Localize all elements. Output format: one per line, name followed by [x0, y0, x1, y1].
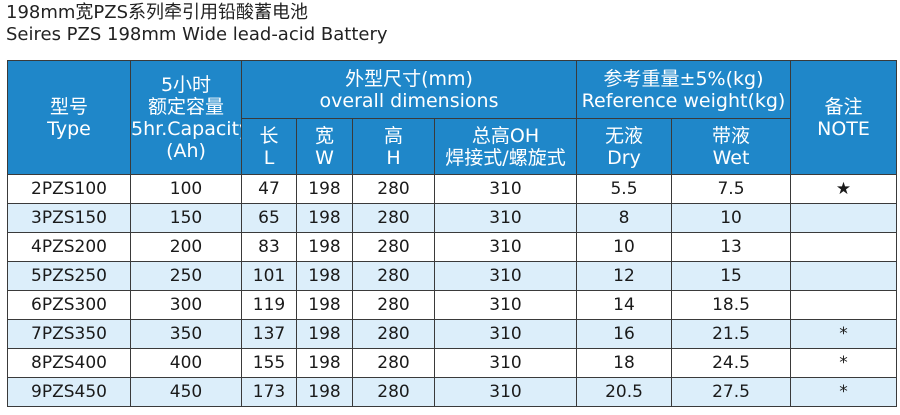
cell-width: 198 [296, 203, 353, 233]
cell-width: 198 [296, 290, 353, 320]
cell-length: 137 [241, 319, 297, 349]
table-row: 8PZS400 400 155 198 280 310 18 24.5 * [7, 348, 898, 378]
cell-length: 173 [241, 377, 297, 407]
table-body: 2PZS100 100 47 198 280 310 5.5 7.5 ★ 3PZ… [7, 174, 898, 407]
cell-height: 280 [352, 319, 435, 349]
cell-length: 101 [241, 261, 297, 291]
cell-length: 83 [241, 232, 297, 262]
cell-note [790, 232, 898, 262]
cell-wet-weight: 10 [670, 203, 792, 233]
header-type: 型号 Type [7, 60, 131, 175]
cell-dry-weight: 5.5 [576, 174, 672, 204]
table-row: 6PZS300 300 119 198 280 310 14 18.5 [7, 290, 898, 320]
cell-type: 7PZS350 [7, 319, 131, 349]
title-chinese: 198mm宽PZS系列牵引用铅酸蓄电池 [6, 2, 309, 23]
cell-type: 2PZS100 [7, 174, 131, 204]
cell-length: 155 [241, 348, 297, 378]
cell-capacity: 350 [130, 319, 242, 349]
cell-note [790, 261, 898, 291]
table-row: 7PZS350 350 137 198 280 310 16 21.5 * [7, 319, 898, 349]
cell-type: 9PZS450 [7, 377, 131, 407]
battery-spec-table: 型号 Type 5小时 额定容量 5hr.Capacity (Ah) 外型尺寸(… [7, 60, 898, 407]
cell-dry-weight: 10 [576, 232, 672, 262]
cell-height: 280 [352, 261, 435, 291]
cell-type: 4PZS200 [7, 232, 131, 262]
cell-total-height: 310 [434, 348, 577, 378]
table-row: 2PZS100 100 47 198 280 310 5.5 7.5 ★ [7, 174, 898, 204]
header-dimensions: 外型尺寸(mm) overall dimensions [241, 60, 577, 119]
cell-total-height: 310 [434, 261, 577, 291]
cell-capacity: 300 [130, 290, 242, 320]
title-block: 198mm宽PZS系列牵引用铅酸蓄电池 Seires PZS 198mm Wid… [6, 2, 388, 46]
cell-wet-weight: 27.5 [670, 377, 792, 407]
header-capacity: 5小时 额定容量 5hr.Capacity (Ah) [130, 60, 242, 175]
header-wet-weight: 带液 Wet [670, 118, 792, 175]
header-width: 宽 W [296, 118, 353, 175]
cell-height: 280 [352, 232, 435, 262]
cell-width: 198 [296, 348, 353, 378]
cell-note: ★ [790, 174, 898, 204]
cell-height: 280 [352, 203, 435, 233]
cell-capacity: 100 [130, 174, 242, 204]
cell-width: 198 [296, 319, 353, 349]
cell-wet-weight: 18.5 [670, 290, 792, 320]
cell-note: * [790, 319, 898, 349]
cell-width: 198 [296, 232, 353, 262]
title-english: Seires PZS 198mm Wide lead-acid Battery [6, 24, 388, 45]
cell-total-height: 310 [434, 377, 577, 407]
header-row-2: 长 L 宽 W 高 H 总高OH 焊接式/螺旋式 无液 Dry 带液 Wet [8, 118, 897, 175]
cell-total-height: 310 [434, 174, 577, 204]
cell-note [790, 290, 898, 320]
cell-capacity: 250 [130, 261, 242, 291]
table-row: 5PZS250 250 101 198 280 310 12 15 [7, 261, 898, 291]
cell-wet-weight: 15 [670, 261, 792, 291]
cell-dry-weight: 20.5 [576, 377, 672, 407]
cell-wet-weight: 13 [670, 232, 792, 262]
cell-length: 47 [241, 174, 297, 204]
cell-capacity: 450 [130, 377, 242, 407]
header-total-height: 总高OH 焊接式/螺旋式 [434, 118, 577, 175]
cell-dry-weight: 14 [576, 290, 672, 320]
cell-wet-weight: 24.5 [670, 348, 792, 378]
header-height: 高 H [352, 118, 435, 175]
cell-height: 280 [352, 174, 435, 204]
cell-type: 8PZS400 [7, 348, 131, 378]
header-row-1: 型号 Type 5小时 额定容量 5hr.Capacity (Ah) 外型尺寸(… [7, 60, 898, 175]
cell-dry-weight: 12 [576, 261, 672, 291]
cell-dry-weight: 8 [576, 203, 672, 233]
cell-length: 119 [241, 290, 297, 320]
cell-width: 198 [296, 261, 353, 291]
cell-total-height: 310 [434, 319, 577, 349]
cell-total-height: 310 [434, 232, 577, 262]
header-note: 备注 NOTE [790, 60, 898, 175]
cell-type: 3PZS150 [7, 203, 131, 233]
cell-note: * [790, 348, 898, 378]
table-header: 型号 Type 5小时 额定容量 5hr.Capacity (Ah) 外型尺寸(… [7, 60, 898, 175]
cell-width: 198 [296, 377, 353, 407]
cell-width: 198 [296, 174, 353, 204]
cell-total-height: 310 [434, 203, 577, 233]
cell-capacity: 200 [130, 232, 242, 262]
table-row: 9PZS450 450 173 198 280 310 20.5 27.5 * [7, 377, 898, 407]
cell-note [790, 203, 898, 233]
table-row: 4PZS200 200 83 198 280 310 10 13 [7, 232, 898, 262]
cell-note: * [790, 377, 898, 407]
cell-total-height: 310 [434, 290, 577, 320]
cell-height: 280 [352, 377, 435, 407]
table-row: 3PZS150 150 65 198 280 310 8 10 [7, 203, 898, 233]
cell-length: 65 [241, 203, 297, 233]
cell-type: 6PZS300 [7, 290, 131, 320]
header-dry-weight: 无液 Dry [576, 118, 672, 175]
header-length: 长 L [241, 118, 297, 175]
cell-wet-weight: 21.5 [670, 319, 792, 349]
cell-dry-weight: 16 [576, 319, 672, 349]
cell-height: 280 [352, 290, 435, 320]
header-weight: 参考重量±5%(kg) Reference weight(kg) [575, 60, 792, 119]
cell-wet-weight: 7.5 [670, 174, 792, 204]
cell-height: 280 [352, 348, 435, 378]
cell-capacity: 150 [130, 203, 242, 233]
cell-dry-weight: 18 [576, 348, 672, 378]
cell-type: 5PZS250 [7, 261, 131, 291]
cell-capacity: 400 [130, 348, 242, 378]
